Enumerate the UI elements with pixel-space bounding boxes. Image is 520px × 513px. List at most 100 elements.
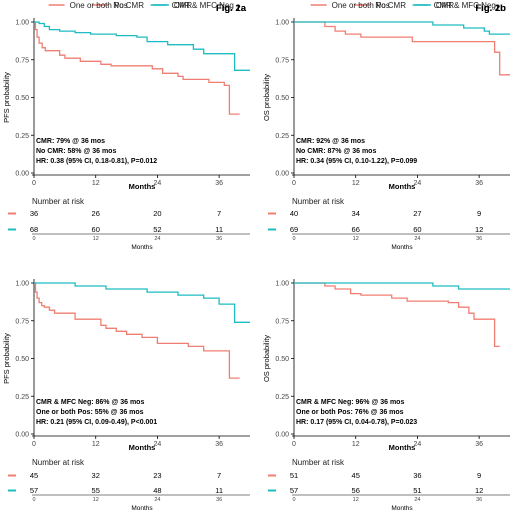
legend-item: No CMR — [354, 1, 406, 10]
y-axis-title: OS probability — [262, 74, 271, 121]
legend-label: CMR & MFC Neg — [434, 1, 496, 10]
stat-annotation: One or both Pos: 76% @ 36 mos — [296, 409, 404, 416]
risk-value: 23 — [153, 471, 161, 480]
risk-value: 60 — [413, 225, 421, 234]
risk-value: 12 — [475, 486, 483, 495]
risk-value: 7 — [217, 209, 221, 218]
y-tick-label: 0.75 — [275, 57, 289, 64]
risk-x-tick-label: 36 — [216, 236, 222, 242]
risk-x-tick-label: 12 — [93, 236, 99, 242]
risk-value: 9 — [477, 471, 481, 480]
risk-value: 69 — [290, 225, 298, 234]
panel-label: Fig. 2a — [216, 3, 247, 14]
x-tick-label: 0 — [292, 180, 296, 187]
x-axis-title: Months — [129, 182, 156, 191]
risk-x-axis-title: Months — [131, 244, 153, 251]
risk-table: Number at risk 36 26 20 7 68 60 52 11 0 12 24 36 Mont… — [8, 197, 250, 251]
risk-x-tick-label: 24 — [154, 497, 160, 503]
panel-label: Fig. 2b — [475, 3, 506, 14]
panel-label: Fig. 1a — [216, 3, 247, 14]
y-axis-title: OS probability — [262, 335, 271, 382]
stat-annotation: HR: 0.17 (95% CI, 0.04-0.78), P=0.023 — [296, 419, 417, 426]
risk-value: 9 — [477, 209, 481, 218]
risk-value: 34 — [352, 209, 360, 218]
risk-value: 7 — [217, 471, 221, 480]
y-tick-label: 0.75 — [275, 318, 289, 325]
risk-table: Number at risk 51 45 36 9 57 56 51 12 0 12 24 36 Mont… — [268, 458, 510, 512]
y-tick-label: 0.25 — [15, 133, 29, 140]
risk-x-tick-label: 0 — [292, 236, 295, 242]
stat-annotation: CMR: 92% @ 36 mos — [296, 138, 365, 145]
risk-value: 57 — [290, 486, 298, 495]
stat-annotation: CMR & MFC Neg: 86% @ 36 mos — [36, 399, 144, 406]
stat-annotation: HR: 0.21 (95% CI, 0.09-0.49), P<0.001 — [36, 419, 157, 426]
x-tick-label: 0 — [32, 180, 36, 187]
panel-fig-1b: No CMR CMR Fig. 1b 0.00 0.25 0.50 0.75 1.00 0 12 2… — [262, 1, 510, 251]
risk-x-axis-title: Months — [391, 505, 413, 512]
x-tick-label: 12 — [352, 441, 360, 448]
legend-label: CMR — [436, 1, 454, 10]
km-curve-cmr — [294, 21, 510, 35]
km-curve-one-or-both-pos — [294, 282, 500, 348]
risk-value: 57 — [30, 486, 38, 495]
stat-annotation: CMR: 79% @ 36 mos — [36, 138, 105, 145]
risk-value: 27 — [413, 209, 421, 218]
risk-table-title: Number at risk — [292, 458, 345, 467]
y-tick-label: 0.50 — [15, 356, 29, 363]
y-tick-label: 1.00 — [275, 281, 289, 288]
risk-value: 26 — [92, 209, 100, 218]
legend-item: No CMR — [92, 1, 144, 10]
risk-value: 66 — [352, 225, 360, 234]
y-tick-label: 0.00 — [15, 432, 29, 439]
y-tick-label: 0.75 — [15, 318, 29, 325]
stat-annotation: No CMR: 87% @ 36 mos — [296, 148, 376, 155]
risk-value: 55 — [92, 486, 100, 495]
risk-table: Number at risk 40 34 27 9 69 66 60 12 0 12 24 36 Mont… — [268, 197, 510, 251]
risk-x-axis-title: Months — [131, 505, 153, 512]
risk-value: 12 — [475, 225, 483, 234]
x-tick-label: 36 — [475, 180, 483, 187]
risk-x-tick-label: 24 — [414, 497, 420, 503]
risk-value: 56 — [352, 486, 360, 495]
legend-label: One or both Pos — [70, 1, 128, 10]
risk-table-title: Number at risk — [32, 197, 85, 206]
risk-table-title: Number at risk — [292, 197, 345, 206]
x-axis-title: Months — [129, 443, 156, 452]
risk-x-tick-label: 24 — [414, 236, 420, 242]
risk-value: 51 — [413, 486, 421, 495]
panel-label: Fig. 1b — [475, 3, 506, 14]
y-axis-title: PFS probability — [2, 72, 11, 123]
x-axis-title: Months — [389, 443, 416, 452]
x-axis-title: Months — [389, 182, 416, 191]
y-tick-label: 0.25 — [275, 394, 289, 401]
risk-x-tick-label: 12 — [353, 236, 359, 242]
legend-label: One or both Pos — [332, 1, 390, 10]
y-tick-label: 0.50 — [275, 95, 289, 102]
legend-item: CMR & MFC Neg — [412, 1, 496, 10]
risk-x-tick-label: 36 — [476, 497, 482, 503]
y-tick-label: 0.25 — [15, 394, 29, 401]
risk-value: 60 — [92, 225, 100, 234]
y-tick-label: 0.00 — [15, 171, 29, 178]
y-tick-label: 0.00 — [275, 432, 289, 439]
risk-x-tick-label: 24 — [154, 236, 160, 242]
x-tick-label: 0 — [292, 441, 296, 448]
risk-value: 68 — [30, 225, 38, 234]
x-tick-label: 12 — [92, 180, 100, 187]
risk-value: 40 — [290, 209, 298, 218]
risk-value: 45 — [352, 471, 360, 480]
km-curve-cmr-mfc-neg — [294, 282, 510, 290]
x-tick-label: 12 — [352, 180, 360, 187]
x-tick-label: 36 — [215, 441, 223, 448]
x-tick-label: 0 — [32, 441, 36, 448]
risk-value: 11 — [215, 486, 223, 495]
risk-value: 32 — [92, 471, 100, 480]
risk-x-tick-label: 12 — [93, 497, 99, 503]
legend-item: CMR & MFC Neg — [150, 1, 234, 10]
km-curve-no-cmr — [34, 21, 240, 115]
risk-value: 52 — [153, 225, 161, 234]
risk-x-tick-label: 0 — [32, 497, 35, 503]
risk-value: 45 — [30, 471, 38, 480]
